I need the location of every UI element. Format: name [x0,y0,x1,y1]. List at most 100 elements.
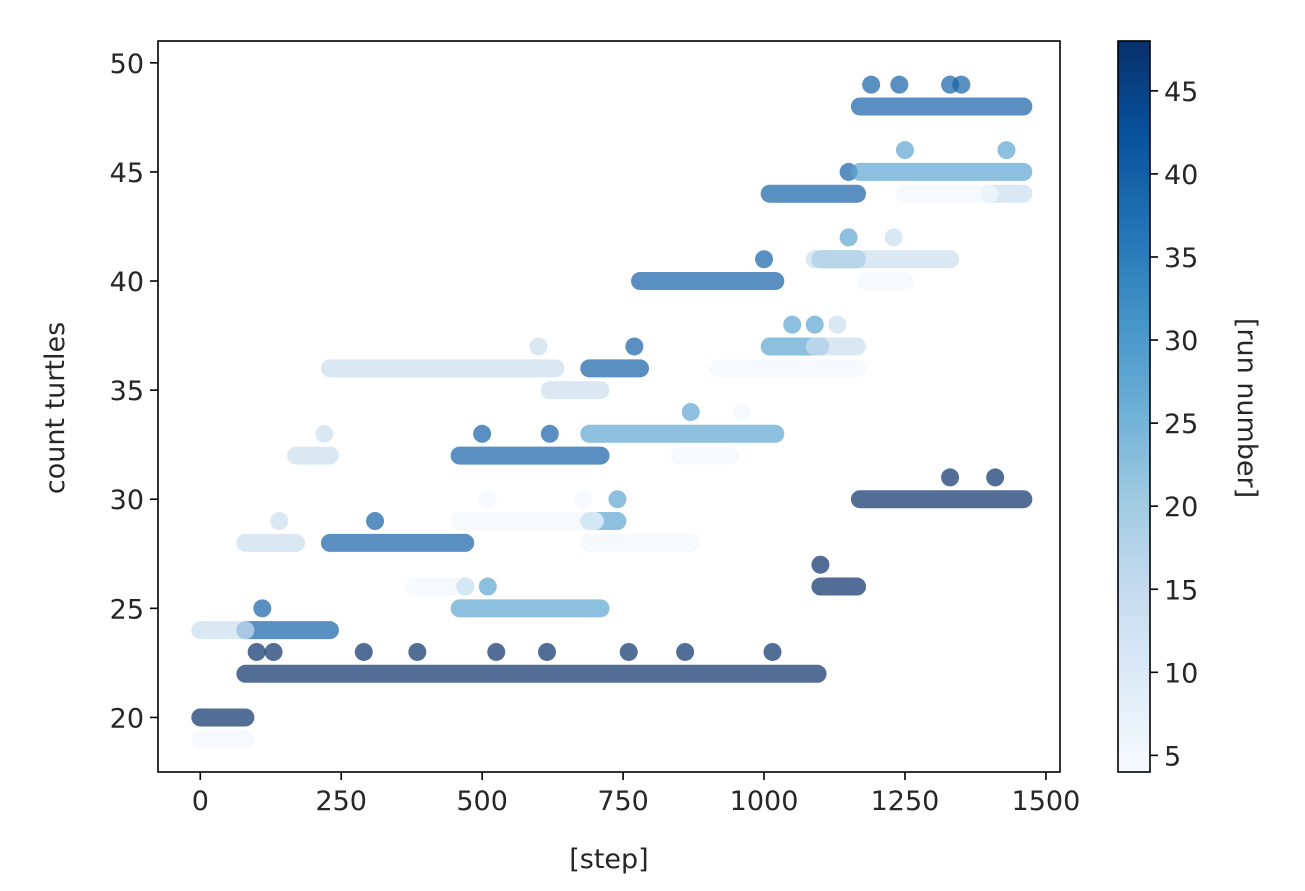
data-point [354,642,373,661]
data-segment [850,162,1033,181]
colorbar-label: [run number] [1231,318,1262,498]
data-point [625,337,644,356]
y-tick-label: 50 [110,49,144,80]
data-point [828,315,847,334]
data-segment [236,664,827,683]
colorbar-tick-label: 45 [1164,77,1198,108]
data-point [315,424,334,443]
data-point [619,642,638,661]
data-point [478,490,497,509]
y-tick-label: 40 [110,267,144,298]
data-segment [811,577,867,596]
data-point [540,424,559,443]
data-point [253,599,272,618]
data-segment [450,512,604,531]
colorbar-tick-label: 15 [1164,575,1198,606]
x-tick-label: 0 [192,786,209,817]
data-segment [191,708,255,727]
data-segment [320,533,475,552]
data-segment [191,621,255,640]
data-point [676,642,695,661]
data-point [408,642,427,661]
colorbar-axis: 5 10 15 20 25 30 35 40 45 [1150,77,1198,772]
data-segment [895,184,999,203]
data-point [884,228,903,247]
data-point [537,642,556,661]
series-run-40 [236,75,1033,640]
data-point [487,642,506,661]
colorbar-tick-label: 30 [1164,326,1198,357]
data-segment [805,337,867,356]
data-point [895,141,914,160]
data-point [574,490,593,509]
series-run-48 [191,468,1033,727]
colorbar-tick-label: 25 [1164,409,1198,440]
colorbar-tick-label: 5 [1164,741,1181,772]
data-point [529,337,548,356]
y-axis-label: count turtles [40,322,71,494]
data-point [247,642,266,661]
data-point [890,75,909,94]
data-point [783,315,802,334]
series-run-5 [191,184,999,749]
data-segment [450,599,610,618]
data-point [811,555,830,574]
data-segment [856,272,914,291]
colorbar: 5 10 15 20 25 30 35 40 45 [run number] [1117,40,1262,773]
plot-frame [157,40,1061,773]
x-tick-label: 750 [597,786,649,817]
data-point [952,75,971,94]
colorbar-gradient [1117,40,1151,773]
series-run-28 [450,141,1033,618]
data-point [997,141,1016,160]
data-point [270,512,289,531]
y-tick-label: 45 [110,158,144,189]
series-run-14 [191,184,1033,640]
y-tick-label: 30 [110,485,144,516]
data-point [755,250,774,269]
colorbar-tick-label: 20 [1164,492,1198,523]
x-tick-label: 500 [456,786,508,817]
data-segment [191,730,255,749]
data-point [862,75,881,94]
data-point [986,468,1005,487]
data-segment [287,446,339,465]
data-segment [850,490,1033,509]
data-segment [236,533,306,552]
y-axis: 20 25 30 35 40 45 50 [110,49,158,734]
y-tick-label: 25 [110,594,144,625]
data-point [478,577,497,596]
data-point [366,512,385,531]
data-point [941,468,960,487]
x-tick-label: 1250 [871,786,940,817]
data-segment [450,446,610,465]
colorbar-tick-label: 35 [1164,243,1198,274]
data-segment [580,424,785,443]
x-axis: 0 250 500 750 1000 1250 1500 [192,772,1081,817]
data-segment [540,381,610,400]
data-segment [709,359,867,378]
data-segment [760,184,867,203]
x-tick-label: 1500 [1012,786,1081,817]
data-segment [236,621,339,640]
data-point [264,642,283,661]
data-point [608,490,627,509]
data-point [732,402,751,421]
y-tick-label: 35 [110,376,144,407]
data-segment [320,359,565,378]
data-point [681,402,700,421]
data-point [763,642,782,661]
plot-area [191,75,1033,749]
data-segment [580,359,650,378]
data-point [839,228,858,247]
colorbar-tick-label: 40 [1164,160,1198,191]
data-segment [405,577,475,596]
data-segment [670,446,740,465]
x-tick-label: 250 [315,786,367,817]
x-axis-label: [step] [569,844,648,875]
data-segment [580,533,700,552]
data-segment [805,250,960,269]
data-point [473,424,492,443]
y-tick-label: 20 [110,703,144,734]
